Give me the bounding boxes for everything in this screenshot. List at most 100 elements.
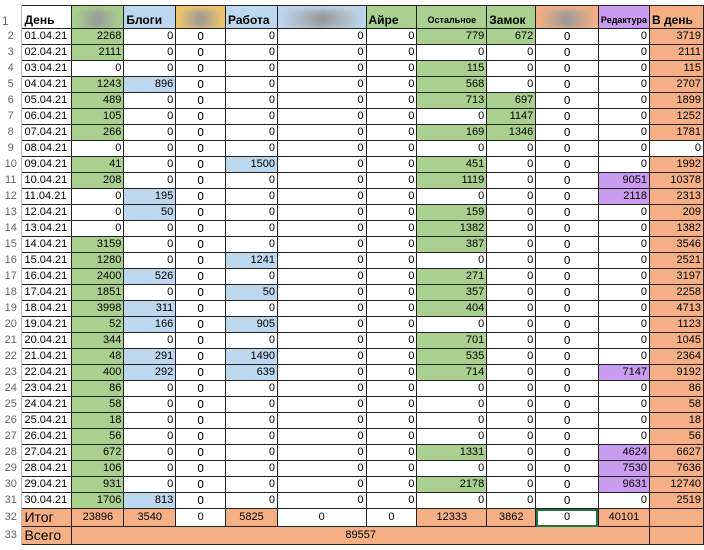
data-cell[interactable]: 0 xyxy=(123,44,177,61)
data-cell[interactable]: 0 xyxy=(416,380,488,397)
data-cell[interactable]: 672 xyxy=(486,28,537,45)
data-cell[interactable]: 0 xyxy=(365,284,418,301)
data-cell[interactable]: 0 xyxy=(276,156,367,173)
data-cell[interactable]: 2364 xyxy=(648,348,704,365)
data-cell[interactable]: 58 xyxy=(71,396,125,413)
data-cell[interactable]: 2313 xyxy=(648,188,704,205)
data-cell[interactable]: 568 xyxy=(416,76,488,93)
data-cell[interactable]: 0 xyxy=(486,44,537,61)
data-cell[interactable]: 0 xyxy=(535,348,599,365)
data-cell[interactable]: 0 xyxy=(276,476,367,493)
data-cell[interactable]: 0 xyxy=(597,76,650,93)
data-cell[interactable]: 0 xyxy=(276,236,367,253)
data-cell[interactable]: 1706 xyxy=(71,492,125,509)
data-cell[interactable]: 0 xyxy=(175,172,227,189)
data-cell[interactable]: 0 xyxy=(535,60,599,77)
date-cell[interactable]: 22.04.21 xyxy=(21,364,73,381)
data-cell[interactable]: 0 xyxy=(276,332,367,349)
row-header-11[interactable]: 11 xyxy=(0,172,23,189)
data-cell[interactable]: 0 xyxy=(535,412,599,429)
row-header-6[interactable]: 6 xyxy=(0,92,23,109)
data-cell[interactable]: 0 xyxy=(123,124,177,141)
date-cell[interactable]: 09.04.21 xyxy=(21,156,73,173)
grand-empty-cell[interactable] xyxy=(648,526,704,545)
row-header-17[interactable]: 17 xyxy=(0,268,23,285)
data-cell[interactable]: 3998 xyxy=(71,300,125,317)
total-cell[interactable]: 12333 xyxy=(416,508,488,527)
data-cell[interactable]: 0 xyxy=(486,444,537,461)
data-cell[interactable]: 0 xyxy=(486,76,537,93)
row-header-3[interactable]: 3 xyxy=(0,44,23,61)
data-cell[interactable]: 0 xyxy=(225,140,278,157)
spreadsheet[interactable]: 1 День Блоги Работа Айре Остальное Замок Редакт… xyxy=(0,5,704,545)
data-cell[interactable]: 0 xyxy=(175,412,227,429)
data-cell[interactable]: 1241 xyxy=(225,252,278,269)
data-cell[interactable]: 86 xyxy=(648,380,704,397)
row-header-30[interactable]: 30 xyxy=(0,476,23,493)
data-cell[interactable]: 0 xyxy=(276,172,367,189)
data-cell[interactable]: 0 xyxy=(225,428,278,445)
data-cell[interactable]: 697 xyxy=(486,92,537,109)
data-cell[interactable]: 18 xyxy=(71,412,125,429)
data-cell[interactable]: 0 xyxy=(365,492,418,509)
data-cell[interactable]: 2519 xyxy=(648,492,704,509)
data-cell[interactable]: 0 xyxy=(276,396,367,413)
data-cell[interactable]: 0 xyxy=(535,236,599,253)
data-cell[interactable]: 1382 xyxy=(416,220,488,237)
column-header-6[interactable] xyxy=(276,5,367,29)
data-cell[interactable]: 0 xyxy=(225,60,278,77)
data-cell[interactable]: 7636 xyxy=(648,460,704,477)
data-cell[interactable]: 0 xyxy=(123,396,177,413)
date-cell[interactable]: 02.04.21 xyxy=(21,44,73,61)
data-cell[interactable]: 0 xyxy=(71,204,125,221)
data-cell[interactable]: 0 xyxy=(416,460,488,477)
data-cell[interactable]: 0 xyxy=(123,428,177,445)
total-cell[interactable]: 3540 xyxy=(123,508,177,527)
data-cell[interactable]: 0 xyxy=(175,444,227,461)
data-cell[interactable]: 0 xyxy=(597,140,650,157)
data-cell[interactable]: 0 xyxy=(276,220,367,237)
row-header-24[interactable]: 24 xyxy=(0,380,23,397)
data-cell[interactable]: 2268 xyxy=(71,28,125,45)
data-cell[interactable]: 0 xyxy=(276,492,367,509)
data-cell[interactable]: 0 xyxy=(486,348,537,365)
data-cell[interactable]: 0 xyxy=(365,204,418,221)
data-cell[interactable]: 2521 xyxy=(648,252,704,269)
data-cell[interactable]: 1147 xyxy=(486,108,537,125)
data-cell[interactable]: 0 xyxy=(597,44,650,61)
data-cell[interactable]: 0 xyxy=(597,268,650,285)
row-header-2[interactable]: 2 xyxy=(0,28,23,45)
data-cell[interactable]: 0 xyxy=(175,124,227,141)
data-cell[interactable]: 0 xyxy=(123,444,177,461)
row-header-27[interactable]: 27 xyxy=(0,428,23,445)
data-cell[interactable]: 0 xyxy=(648,140,704,157)
data-cell[interactable]: 0 xyxy=(486,492,537,509)
data-cell[interactable]: 526 xyxy=(123,268,177,285)
data-cell[interactable]: 0 xyxy=(486,396,537,413)
data-cell[interactable]: 0 xyxy=(535,76,599,93)
data-cell[interactable]: 0 xyxy=(175,188,227,205)
data-cell[interactable]: 0 xyxy=(276,300,367,317)
data-cell[interactable]: 1346 xyxy=(486,124,537,141)
data-cell[interactable]: 1243 xyxy=(71,76,125,93)
row-header-32[interactable]: 32 xyxy=(0,508,23,527)
data-cell[interactable]: 0 xyxy=(175,76,227,93)
total-cell[interactable]: 5825 xyxy=(225,508,278,527)
data-cell[interactable]: 2258 xyxy=(648,284,704,301)
data-cell[interactable]: 0 xyxy=(123,140,177,157)
data-cell[interactable]: 0 xyxy=(276,444,367,461)
data-cell[interactable]: 48 xyxy=(71,348,125,365)
data-cell[interactable]: 0 xyxy=(365,300,418,317)
total-cell[interactable]: 0 xyxy=(535,508,599,527)
data-cell[interactable]: 52 xyxy=(71,316,125,333)
data-cell[interactable]: 1490 xyxy=(225,348,278,365)
data-cell[interactable]: 0 xyxy=(365,76,418,93)
date-cell[interactable]: 24.04.21 xyxy=(21,396,73,413)
data-cell[interactable]: 0 xyxy=(71,220,125,237)
data-cell[interactable]: 905 xyxy=(225,316,278,333)
data-cell[interactable]: 387 xyxy=(416,236,488,253)
data-cell[interactable]: 0 xyxy=(597,236,650,253)
data-cell[interactable]: 0 xyxy=(225,172,278,189)
data-cell[interactable]: 115 xyxy=(648,60,704,77)
data-cell[interactable]: 0 xyxy=(535,284,599,301)
